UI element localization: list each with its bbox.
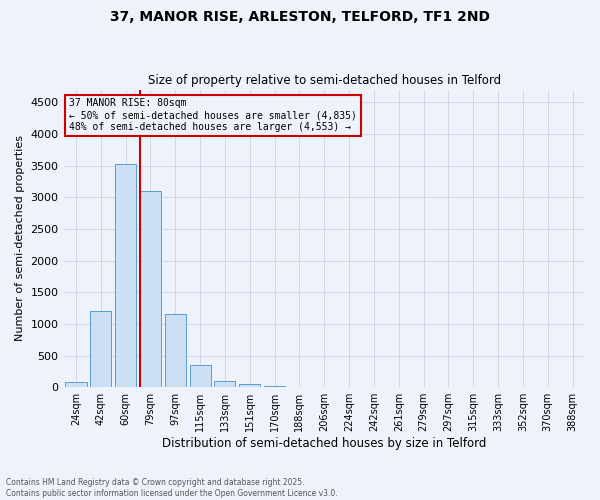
Bar [140, 191, 161, 387]
Bar [190, 365, 211, 387]
Bar [214, 381, 235, 387]
Bar [264, 386, 285, 387]
Y-axis label: Number of semi-detached properties: Number of semi-detached properties [15, 136, 25, 342]
Bar [239, 384, 260, 387]
Bar [115, 164, 136, 387]
Text: Contains HM Land Registry data © Crown copyright and database right 2025.
Contai: Contains HM Land Registry data © Crown c… [6, 478, 338, 498]
Bar [90, 311, 112, 387]
Text: 37, MANOR RISE, ARLESTON, TELFORD, TF1 2ND: 37, MANOR RISE, ARLESTON, TELFORD, TF1 2… [110, 10, 490, 24]
Text: 37 MANOR RISE: 80sqm
← 50% of semi-detached houses are smaller (4,835)
48% of se: 37 MANOR RISE: 80sqm ← 50% of semi-detac… [69, 98, 356, 132]
Title: Size of property relative to semi-detached houses in Telford: Size of property relative to semi-detach… [148, 74, 501, 87]
Bar [65, 382, 86, 387]
X-axis label: Distribution of semi-detached houses by size in Telford: Distribution of semi-detached houses by … [162, 437, 487, 450]
Bar [165, 314, 186, 387]
